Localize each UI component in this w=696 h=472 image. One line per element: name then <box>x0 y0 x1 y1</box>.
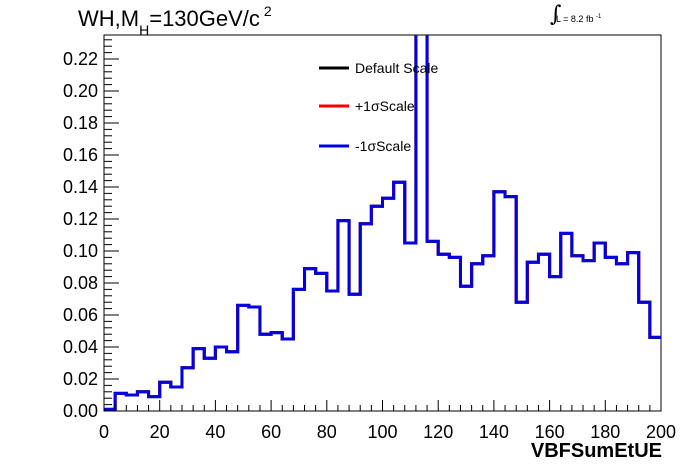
y-tick-label: 0.22 <box>63 49 98 69</box>
x-tick-label: 100 <box>367 422 397 442</box>
plot-frame <box>103 34 662 412</box>
x-tick-label: 60 <box>261 422 281 442</box>
lumi-text: L = 8.2 fb <box>556 14 594 24</box>
x-axis-label: VBFSumEtUE <box>530 440 662 462</box>
x-tick-label: 0 <box>99 422 109 442</box>
histogram-series-group <box>104 35 661 411</box>
title-main: WH,M <box>78 6 140 31</box>
y-tick-label: 0.08 <box>63 273 98 293</box>
y-tick-label: 0.10 <box>63 241 98 261</box>
y-axis: 0.00 0.02 0.04 0.06 0.08 0.10 0.12 0.14 0.16 0.18… <box>63 39 119 421</box>
y-tick-label: 0.12 <box>63 209 98 229</box>
legend: Default Scale +1σScale -1σScale <box>319 60 438 154</box>
title-rest: =130GeV/c <box>149 6 260 31</box>
histogram-line-2 <box>104 35 661 411</box>
legend-label-0: Default Scale <box>355 60 438 76</box>
x-tick-label: 40 <box>205 422 225 442</box>
x-tick-label: 160 <box>535 422 565 442</box>
x-axis: 0 20 40 60 80 100 120 140 160 180 200 <box>99 400 676 442</box>
title-superscript: 2 <box>263 3 272 19</box>
title-subscript: H <box>139 22 150 38</box>
x-tick-label: 120 <box>423 422 453 442</box>
lumi-superscript: -1 <box>595 14 602 20</box>
x-tick-label: 20 <box>150 422 170 442</box>
integral-sign-icon: ∫ <box>550 2 562 27</box>
legend-label-2: -1σScale <box>355 138 411 154</box>
y-tick-label: 0.02 <box>63 369 98 389</box>
y-tick-label: 0.14 <box>63 177 98 197</box>
x-tick-label: 140 <box>479 422 509 442</box>
y-tick-label: 0.20 <box>63 81 98 101</box>
chart-title: WH,MH=130GeV/c 2 <box>78 3 272 38</box>
y-tick-label: 0.18 <box>63 113 98 133</box>
x-tick-label: 180 <box>590 422 620 442</box>
y-tick-label: 0.06 <box>63 305 98 325</box>
x-tick-label: 80 <box>317 422 337 442</box>
y-tick-label: 0.00 <box>63 401 98 421</box>
y-tick-label: 0.04 <box>63 337 98 357</box>
x-tick-label: 200 <box>646 422 676 442</box>
y-tick-label: 0.16 <box>63 145 98 165</box>
luminosity-label: ∫ L = 8.2 fb -1 <box>550 2 602 27</box>
legend-label-1: +1σScale <box>355 98 415 114</box>
